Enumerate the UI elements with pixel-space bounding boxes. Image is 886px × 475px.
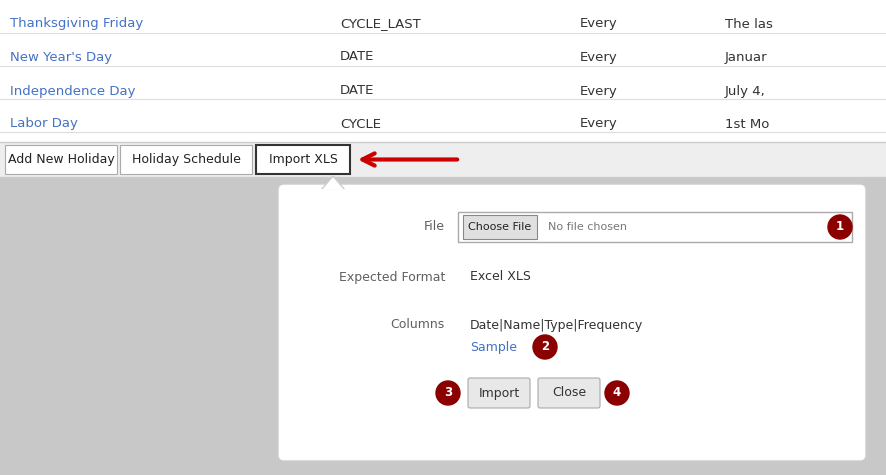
Text: 1: 1	[835, 220, 844, 234]
Text: The las: The las	[725, 18, 773, 30]
Polygon shape	[321, 176, 345, 190]
Text: Holiday Schedule: Holiday Schedule	[131, 153, 240, 166]
Circle shape	[436, 381, 460, 405]
Text: CYCLE: CYCLE	[340, 117, 381, 131]
Circle shape	[533, 335, 557, 359]
Text: Import: Import	[478, 387, 519, 399]
Text: Every: Every	[580, 50, 618, 64]
Text: Januar: Januar	[725, 50, 767, 64]
Text: DATE: DATE	[340, 50, 375, 64]
Text: DATE: DATE	[340, 85, 375, 97]
FancyBboxPatch shape	[0, 142, 886, 177]
Text: Labor Day: Labor Day	[10, 117, 78, 131]
Text: Excel XLS: Excel XLS	[470, 270, 531, 284]
Text: 4: 4	[613, 387, 621, 399]
Text: 3: 3	[444, 387, 452, 399]
Text: Thanksgiving Friday: Thanksgiving Friday	[10, 18, 144, 30]
Text: CYCLE_LAST: CYCLE_LAST	[340, 18, 421, 30]
Text: Every: Every	[580, 85, 618, 97]
Text: Choose File: Choose File	[469, 222, 532, 232]
Text: Expected Format: Expected Format	[338, 270, 445, 284]
Text: Sample: Sample	[470, 341, 517, 353]
Text: Every: Every	[580, 117, 618, 131]
FancyBboxPatch shape	[120, 145, 252, 174]
Circle shape	[828, 215, 852, 239]
FancyBboxPatch shape	[0, 0, 886, 177]
FancyBboxPatch shape	[256, 145, 350, 174]
FancyBboxPatch shape	[468, 378, 530, 408]
Text: Every: Every	[580, 18, 618, 30]
Text: Close: Close	[552, 387, 586, 399]
Text: File: File	[424, 220, 445, 234]
FancyBboxPatch shape	[278, 184, 866, 461]
Circle shape	[605, 381, 629, 405]
Text: New Year's Day: New Year's Day	[10, 50, 113, 64]
FancyBboxPatch shape	[458, 212, 852, 242]
FancyBboxPatch shape	[5, 145, 117, 174]
Text: Import XLS: Import XLS	[268, 153, 338, 166]
FancyBboxPatch shape	[0, 177, 886, 475]
Text: Independence Day: Independence Day	[10, 85, 136, 97]
Text: Add New Holiday: Add New Holiday	[8, 153, 114, 166]
Text: 1st Mo: 1st Mo	[725, 117, 769, 131]
Text: Date|Name|Type|Frequency: Date|Name|Type|Frequency	[470, 319, 643, 332]
Text: No file chosen: No file chosen	[548, 222, 627, 232]
Text: July 4,: July 4,	[725, 85, 766, 97]
Text: Columns: Columns	[391, 319, 445, 332]
FancyBboxPatch shape	[463, 215, 537, 239]
FancyBboxPatch shape	[538, 378, 600, 408]
Text: 2: 2	[541, 341, 549, 353]
